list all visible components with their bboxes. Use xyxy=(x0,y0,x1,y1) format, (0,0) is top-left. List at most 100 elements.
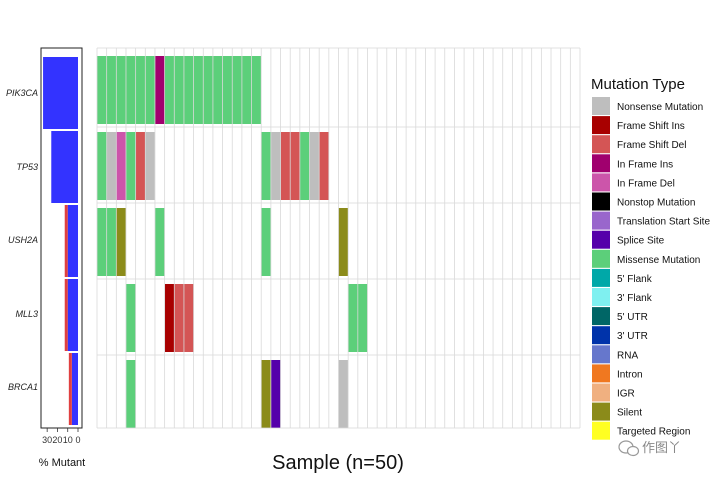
percent-axis-tick-label: 10 xyxy=(63,435,73,445)
gene-label-ush2a: USH2A xyxy=(8,235,38,245)
mutation-cell-pik3ca-1 xyxy=(97,56,107,124)
legend-swatch xyxy=(592,249,610,268)
legend-swatch xyxy=(592,383,610,402)
percent-bar-tp53 xyxy=(51,131,78,203)
mutation-cell-tp53-2 xyxy=(106,132,117,200)
mutation-cell-tp53-6 xyxy=(145,132,155,200)
legend-title: Mutation Type xyxy=(591,76,685,93)
legend-swatch xyxy=(592,192,610,211)
mutation-cell-pik3ca-11 xyxy=(193,56,204,124)
percent-axis-tick-label: 30 xyxy=(42,435,52,445)
percent-bar-ush2a xyxy=(67,205,78,277)
legend-swatch xyxy=(592,97,610,115)
legend-label: In Frame Ins xyxy=(617,159,673,170)
mutation-cell-pik3ca-10 xyxy=(183,56,194,124)
mutation-cell-mll3-27 xyxy=(348,284,358,352)
mutation-cell-tp53-5 xyxy=(135,132,146,200)
percent-bar-secondary-mll3 xyxy=(64,279,68,351)
mutation-cell-pik3ca-4 xyxy=(125,56,136,124)
watermark: 作图丫 xyxy=(618,440,681,457)
legend-label: Splice Site xyxy=(617,236,665,247)
mutation-cell-tp53-3 xyxy=(116,132,126,200)
mutation-cell-pik3ca-8 xyxy=(164,56,175,124)
legend-swatch xyxy=(592,307,610,326)
legend-swatch xyxy=(592,421,610,440)
legend-label: 5' UTR xyxy=(617,312,648,323)
mutation-cell-mll3-10 xyxy=(183,284,194,352)
mutation-cell-tp53-1 xyxy=(97,132,107,200)
mutation-cell-pik3ca-14 xyxy=(222,56,233,124)
mutation-cell-ush2a-18 xyxy=(261,208,271,276)
mutation-cell-brca1-19 xyxy=(270,360,281,428)
mutation-cell-pik3ca-5 xyxy=(135,56,146,124)
legend-swatch xyxy=(592,268,610,287)
sample-axis-title: Sample (n=50) xyxy=(272,452,404,474)
legend-swatch xyxy=(592,402,610,421)
legend-label: Silent xyxy=(617,408,642,419)
percent-bar-secondary-brca1 xyxy=(68,353,72,425)
mutation-cell-tp53-23 xyxy=(309,132,320,200)
legend-label: 3' Flank xyxy=(617,293,653,304)
mutation-cell-tp53-21 xyxy=(290,132,300,200)
gene-label-mll3: MLL3 xyxy=(15,309,38,319)
mutation-cell-tp53-18 xyxy=(261,132,271,200)
mutation-type-legend: Mutation Type Nonsense Mutation Frame Shi… xyxy=(591,76,710,440)
mutation-cell-pik3ca-12 xyxy=(203,56,213,124)
mutation-cell-pik3ca-15 xyxy=(232,56,242,124)
mutation-cell-brca1-26 xyxy=(338,360,349,428)
legend-label: In Frame Del xyxy=(617,178,675,189)
percent-mutant-panel: PIK3CA TP53 USH2A MLL3 BRCA1 30 20 10 0 % M… xyxy=(6,47,85,469)
mutation-cell-ush2a-1 xyxy=(97,208,107,276)
mutation-cell-pik3ca-7 xyxy=(154,56,165,124)
gene-label-tp53: TP53 xyxy=(16,162,38,172)
legend-swatch xyxy=(592,135,610,154)
legend-label: RNA xyxy=(617,350,638,361)
wechat-icon xyxy=(618,440,640,457)
mutation-cell-pik3ca-13 xyxy=(212,56,223,124)
percent-axis-tick-label: 0 xyxy=(75,435,80,445)
legend-label: Translation Start Site xyxy=(617,217,710,228)
legend-swatch xyxy=(592,211,610,230)
legend-swatch xyxy=(592,288,610,306)
mutation-cell-tp53-22 xyxy=(299,132,310,200)
legend-swatch xyxy=(592,345,610,364)
mutation-cell-pik3ca-2 xyxy=(106,56,117,124)
mutation-cell-brca1-18 xyxy=(261,360,271,428)
legend-label: IGR xyxy=(617,389,635,400)
legend-swatch xyxy=(592,364,610,383)
mutation-cell-ush2a-7 xyxy=(154,208,165,276)
mutation-cell-pik3ca-17 xyxy=(251,56,262,124)
gene-labels: PIK3CA TP53 USH2A MLL3 BRCA1 xyxy=(6,88,38,392)
percent-axis-tick-label: 20 xyxy=(52,435,62,445)
legend-swatch xyxy=(592,173,610,192)
percent-bar-mll3 xyxy=(67,279,78,351)
mutation-cell-brca1-4 xyxy=(125,360,136,428)
mutation-cell-tp53-19 xyxy=(270,132,281,200)
legend-label: Frame Shift Del xyxy=(617,140,686,151)
legend-swatch xyxy=(592,326,610,345)
legend-swatch xyxy=(592,154,610,173)
legend-swatch xyxy=(592,230,610,249)
mutation-cell-pik3ca-16 xyxy=(241,56,252,124)
legend-label: 3' UTR xyxy=(617,331,648,342)
legend-label: Frame Shift Ins xyxy=(617,121,685,132)
mutation-cell-pik3ca-3 xyxy=(116,56,126,124)
watermark-text: 作图丫 xyxy=(642,440,681,455)
mutation-matrix xyxy=(96,47,581,429)
mutation-cell-mll3-9 xyxy=(174,284,184,352)
legend-label: 5' Flank xyxy=(617,274,653,285)
legend-label: Nonstop Mutation xyxy=(617,198,695,209)
mutation-cell-tp53-4 xyxy=(125,132,136,200)
mutation-cell-ush2a-26 xyxy=(338,208,349,276)
percent-bar-brca1 xyxy=(71,353,78,425)
legend-label: Nonsense Mutation xyxy=(617,102,703,113)
percent-mutant-axis-title: % Mutant xyxy=(39,457,85,469)
mutation-cell-ush2a-3 xyxy=(116,208,126,276)
mutation-cell-tp53-20 xyxy=(280,132,291,200)
gene-label-brca1: BRCA1 xyxy=(8,382,38,392)
percent-bar-pik3ca xyxy=(43,57,78,129)
mutation-cell-ush2a-2 xyxy=(106,208,117,276)
percent-bar-secondary-ush2a xyxy=(64,205,68,277)
legend-label: Intron xyxy=(617,369,643,380)
